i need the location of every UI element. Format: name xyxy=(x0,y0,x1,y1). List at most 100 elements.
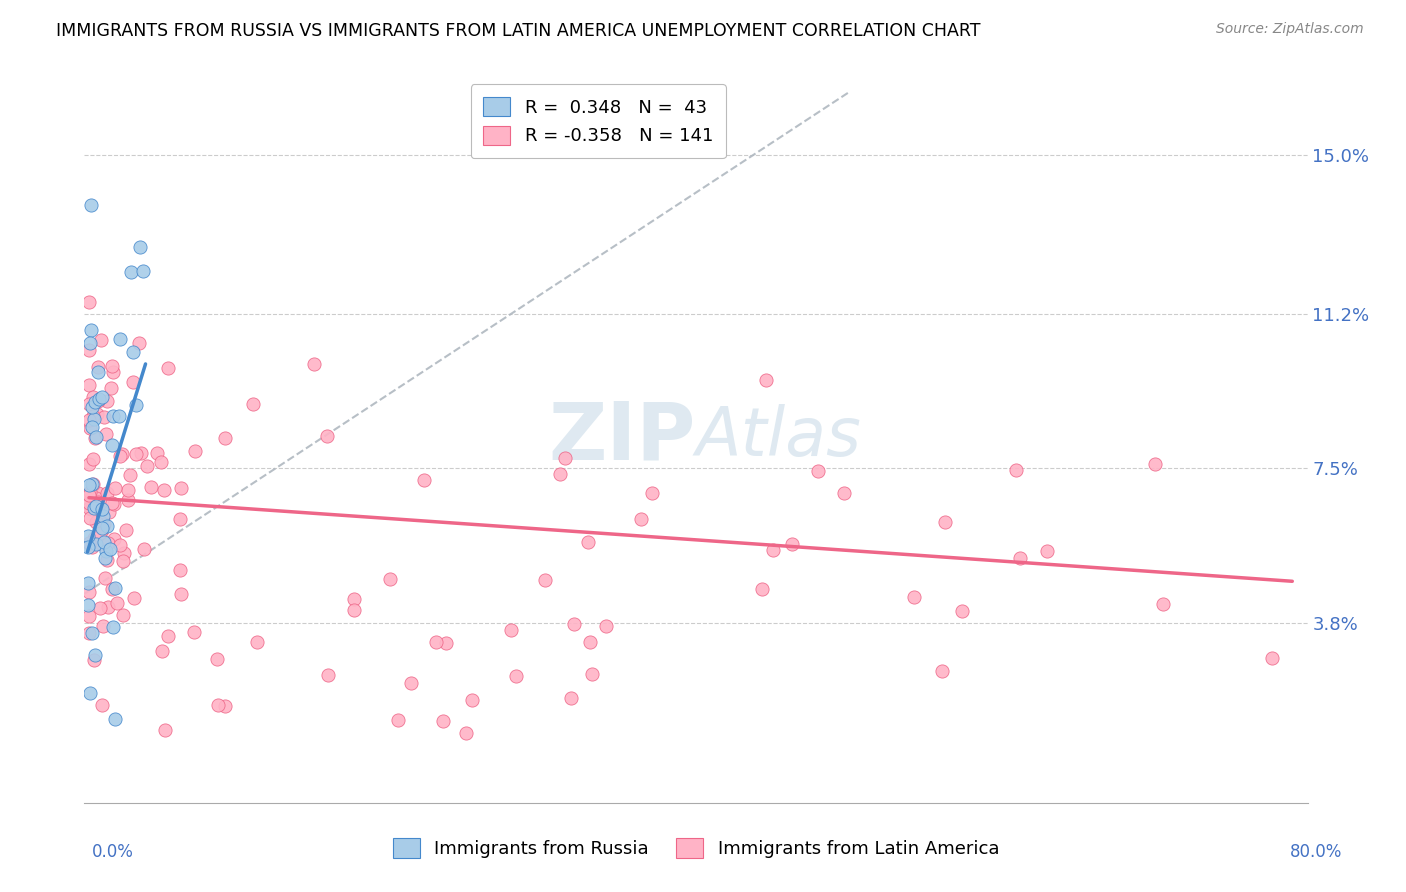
Point xyxy=(97,599,120,614)
Point xyxy=(548,467,571,482)
Point xyxy=(100,381,122,395)
Point xyxy=(579,635,602,649)
Point xyxy=(94,426,117,441)
Point xyxy=(79,485,101,500)
Point xyxy=(156,629,179,643)
Point xyxy=(91,501,114,516)
Point xyxy=(89,525,111,540)
Point xyxy=(434,636,457,650)
Legend: Immigrants from Russia, Immigrants from Latin America: Immigrants from Russia, Immigrants from … xyxy=(384,829,1008,867)
Point xyxy=(112,554,135,568)
Point xyxy=(169,563,191,577)
Point xyxy=(108,332,131,346)
Point xyxy=(117,493,139,508)
Point xyxy=(77,496,100,510)
Point xyxy=(401,675,423,690)
Point xyxy=(100,542,122,557)
Point xyxy=(93,516,115,531)
Point xyxy=(931,664,953,678)
Point xyxy=(79,686,101,700)
Point xyxy=(84,499,107,513)
Point xyxy=(104,581,127,595)
Point xyxy=(128,336,150,351)
Point xyxy=(91,537,114,551)
Point xyxy=(343,592,366,607)
Point xyxy=(108,449,131,463)
Point xyxy=(630,511,652,525)
Point xyxy=(112,546,135,560)
Point xyxy=(762,542,785,557)
Point xyxy=(108,538,131,552)
Point xyxy=(97,505,120,519)
Text: Atlas: Atlas xyxy=(696,404,862,470)
Point xyxy=(83,531,105,545)
Text: ZIP: ZIP xyxy=(548,398,696,476)
Point xyxy=(82,420,104,434)
Point xyxy=(93,409,115,424)
Point xyxy=(87,359,110,374)
Point xyxy=(104,712,127,726)
Point xyxy=(578,535,600,549)
Point xyxy=(318,667,340,681)
Point xyxy=(91,508,114,523)
Point xyxy=(150,644,173,658)
Point xyxy=(77,488,100,502)
Point xyxy=(79,336,101,351)
Point xyxy=(86,407,108,421)
Point xyxy=(91,618,114,632)
Point xyxy=(84,431,107,445)
Point xyxy=(533,574,555,588)
Point xyxy=(505,669,527,683)
Point xyxy=(86,537,108,551)
Point xyxy=(136,458,159,473)
Point xyxy=(77,536,100,550)
Point xyxy=(93,551,115,566)
Point xyxy=(343,603,366,617)
Point xyxy=(184,444,207,458)
Point xyxy=(169,511,191,525)
Point xyxy=(76,541,98,555)
Point xyxy=(77,575,100,590)
Point xyxy=(302,357,325,371)
Point xyxy=(214,431,236,445)
Point xyxy=(101,438,124,452)
Point xyxy=(560,690,582,705)
Point xyxy=(80,501,103,516)
Point xyxy=(100,359,122,373)
Point xyxy=(87,365,110,379)
Point xyxy=(456,726,478,740)
Point xyxy=(87,494,110,508)
Point xyxy=(751,582,773,596)
Point xyxy=(755,373,778,387)
Point xyxy=(183,625,205,640)
Point xyxy=(87,486,110,500)
Point xyxy=(903,590,925,604)
Point xyxy=(117,483,139,497)
Point xyxy=(153,483,176,498)
Text: 80.0%: 80.0% xyxy=(1291,843,1343,861)
Point xyxy=(122,591,145,605)
Point xyxy=(77,501,100,516)
Point xyxy=(121,375,143,389)
Point xyxy=(122,344,145,359)
Point xyxy=(581,666,603,681)
Text: Source: ZipAtlas.com: Source: ZipAtlas.com xyxy=(1216,22,1364,37)
Point xyxy=(83,653,105,667)
Point xyxy=(97,535,120,549)
Point xyxy=(499,623,522,637)
Point xyxy=(77,458,100,472)
Point xyxy=(378,572,401,586)
Point xyxy=(157,361,180,376)
Point xyxy=(112,608,135,623)
Point xyxy=(1261,651,1284,665)
Point xyxy=(207,698,229,712)
Point xyxy=(104,481,127,495)
Point xyxy=(83,648,105,662)
Text: IMMIGRANTS FROM RUSSIA VS IMMIGRANTS FROM LATIN AMERICA UNEMPLOYMENT CORRELATION: IMMIGRANTS FROM RUSSIA VS IMMIGRANTS FRO… xyxy=(56,22,981,40)
Point xyxy=(86,516,108,530)
Point xyxy=(96,553,118,567)
Point xyxy=(77,625,100,640)
Point xyxy=(96,543,118,558)
Point xyxy=(90,524,112,538)
Point xyxy=(1005,463,1028,477)
